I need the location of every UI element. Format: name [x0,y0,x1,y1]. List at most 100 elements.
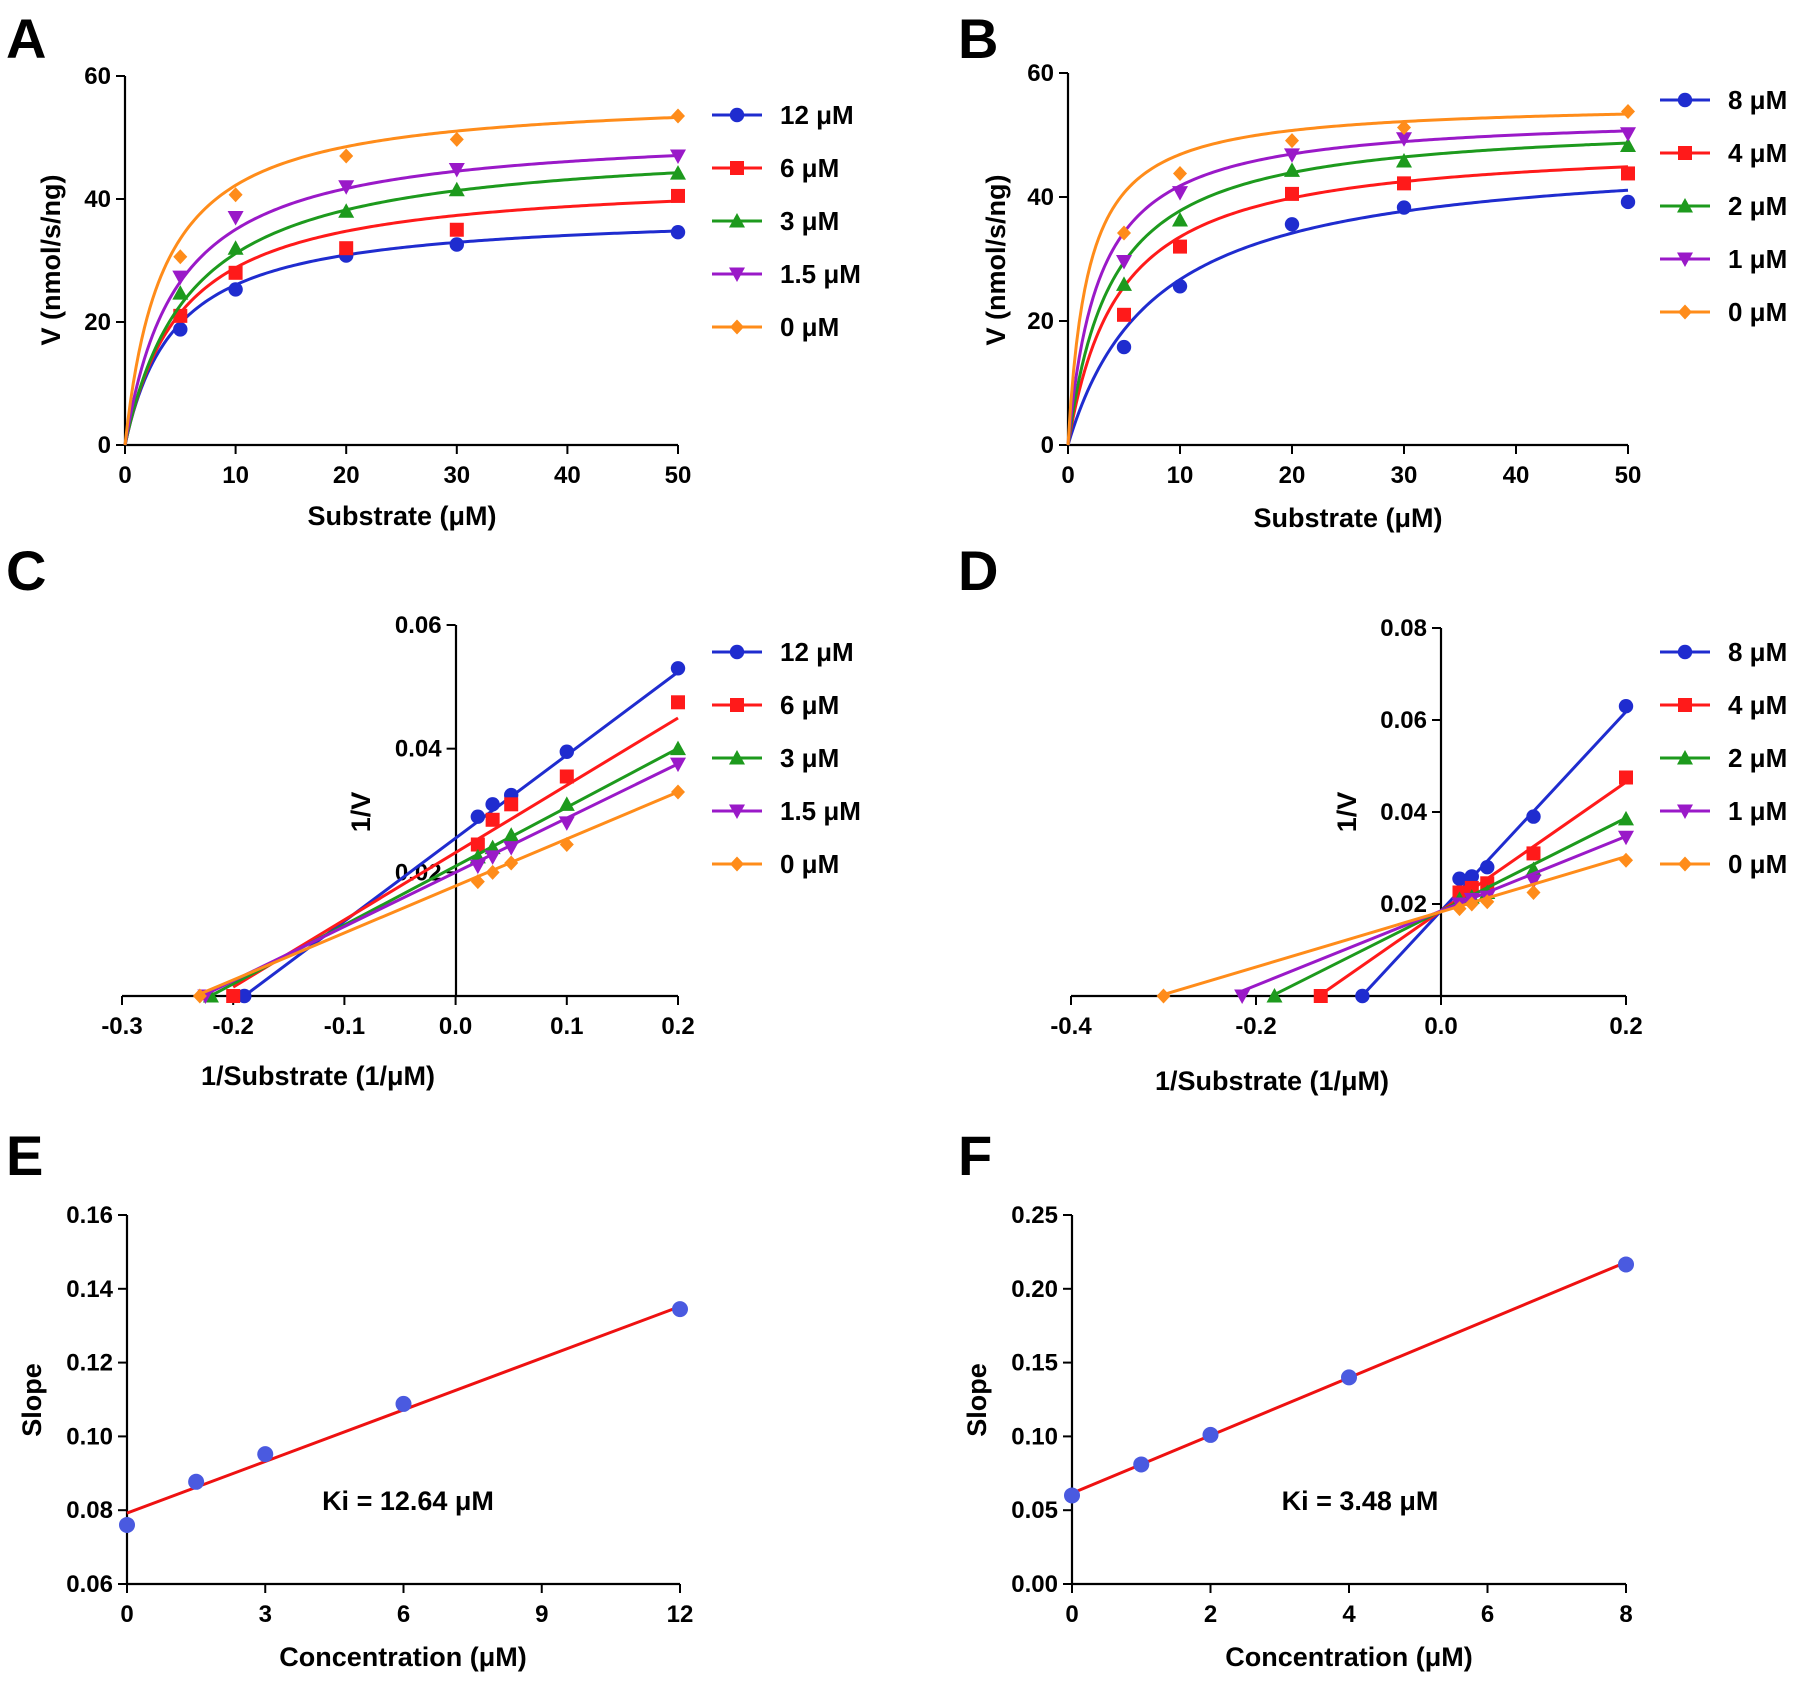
legend-marker [1677,644,1693,660]
y-tick-label: 0.00 [1011,1571,1058,1598]
legend-item: 8 μM [1660,85,1787,115]
data-point [1117,225,1131,241]
data-point [670,757,686,773]
data-point [1619,770,1633,785]
legend-marker [1678,304,1692,320]
fit-line [199,790,679,996]
data-point [1464,869,1480,884]
panel-d: D 1/Substrate (1/μM) 1/V 0.02 0.04 0.06 0.0… [958,539,1787,1096]
legend-item: 0 μM [1660,297,1787,327]
data-point [228,265,243,280]
data-point [671,188,685,203]
legend-label: 8 μM [1728,85,1787,115]
legend-marker [730,698,744,712]
x-tick-label: -0.3 [101,1013,142,1040]
data-point [338,203,355,218]
y-tick-label: 0.16 [66,1202,113,1229]
data-point [1285,133,1299,149]
data-point [1172,211,1188,227]
x-tick-label: -0.2 [213,1013,254,1040]
x-tick-label: 20 [333,462,360,489]
legend-item: 1 μM [1660,244,1787,274]
data-point [504,797,519,812]
data-point [1284,217,1300,232]
panel-letter-c: C [6,539,46,602]
x-tick-label: 0.2 [1609,1013,1642,1040]
legend-label: 12 μM [780,637,854,667]
x-tick-label: 3 [259,1601,272,1628]
x-intercept-point [1156,988,1171,1004]
legend-label: 3 μM [780,206,839,236]
data-point [1396,200,1412,215]
series-6m [123,188,685,446]
panel-letter-f: F [958,1124,992,1187]
data-point [670,740,686,756]
legend-marker [1678,146,1692,160]
data-point [1396,132,1412,147]
legend-marker [1678,698,1692,712]
x-tick-label: 6 [397,1601,410,1628]
x-tick-label: -0.1 [324,1013,365,1040]
data-point [1452,901,1467,917]
legend-marker [1677,750,1693,765]
data-point [119,1516,135,1533]
x-intercept-point [1355,988,1370,1004]
x-axis-label: Substrate (μM) [307,501,496,531]
legend-item: 8 μM [1660,637,1787,667]
panel-b: B Substrate (μM) V (nmol/s/ng) 0 20 40 60 0 1… [958,7,1787,533]
x-intercept-point [1234,989,1251,1004]
legend-label: 0 μM [1728,849,1787,879]
y-tick-label: 20 [84,309,111,336]
data-point [484,850,501,865]
y-tick-label: 60 [1027,60,1054,87]
legend-marker [729,644,745,660]
series-1.5m [123,149,686,446]
data-point [228,187,243,203]
series-8m [1355,699,1634,1004]
data-point [1525,874,1542,889]
data-point [503,827,520,842]
data-point [1464,896,1479,912]
data-point [395,1395,412,1412]
data-point [1116,339,1132,355]
y-axis-label: Slope [17,1363,47,1437]
series-1m [1066,127,1636,446]
data-point [670,165,686,180]
x-tick-label: 6 [1481,1601,1494,1628]
legend-marker [729,750,745,765]
data-point [1618,1256,1634,1273]
data-point [1396,153,1412,168]
x-intercept-point [237,988,252,1004]
data-point [1480,860,1495,875]
data-point [339,241,354,256]
legend-item: 12 μM [712,100,854,130]
legend-item: 0 μM [1660,849,1787,879]
data-point [1284,148,1300,163]
data-point [1620,127,1636,142]
y-axis-label: 1/V [346,792,376,833]
data-point [448,162,465,178]
legend-label: 1 μM [1728,244,1787,274]
data-point [1620,194,1636,210]
legend-label: 6 μM [780,153,839,183]
data-point [1618,699,1634,714]
data-point [671,784,685,800]
panel-letter-a: A [6,7,46,70]
y-tick-label: 0.04 [395,736,442,763]
series-8m [1066,188,1636,446]
legend-marker [1677,198,1693,213]
x-tick-label: -0.2 [1235,1013,1276,1040]
legend-label: 0 μM [780,849,839,879]
fit-curve [123,229,679,446]
x-tick-label: 30 [1391,462,1418,489]
fit-line [204,762,679,996]
legend-marker [729,804,745,819]
data-point [670,661,686,676]
x-intercept-point [1266,988,1283,1003]
fit-line [232,716,679,989]
legend-marker [729,107,745,123]
y-tick-label: 0 [98,432,111,459]
data-point [672,1301,688,1318]
legend-item: 0 μM [712,312,839,342]
data-point [1621,166,1635,181]
